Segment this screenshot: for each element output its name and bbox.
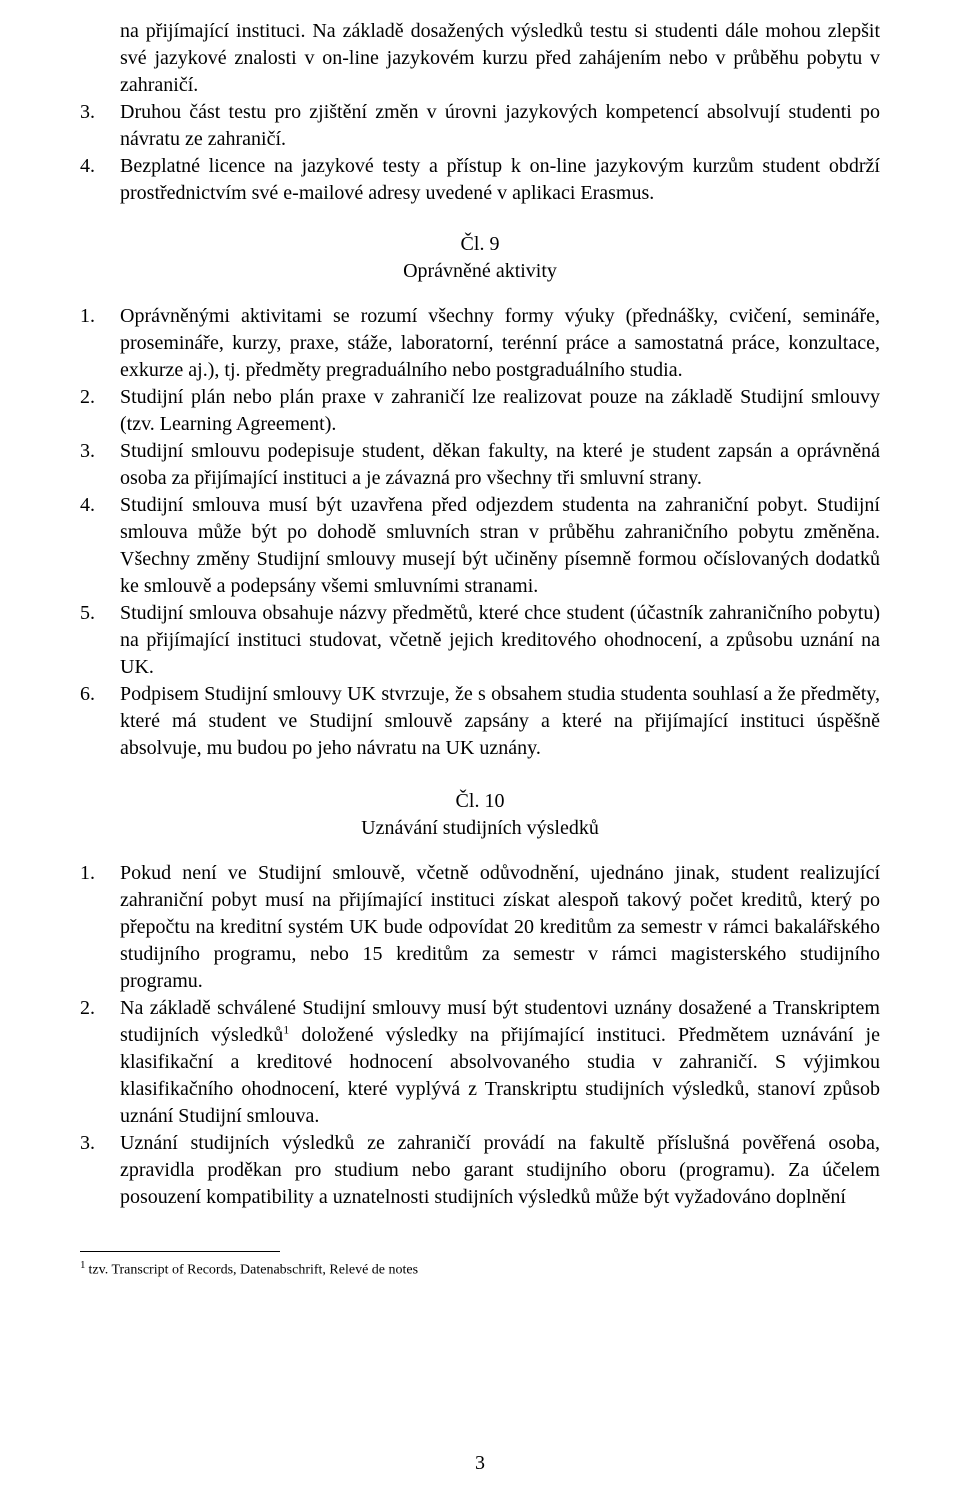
article-9-list: Oprávněnými aktivitami se rozumí všechny…: [80, 303, 880, 762]
item-text: Studijní smlouvu podepisuje student, děk…: [120, 440, 880, 489]
item-text: Studijní smlouva musí být uzavřena před …: [120, 494, 880, 597]
item-text: Oprávněnými aktivitami se rozumí všechny…: [120, 305, 880, 381]
list-item: Studijní smlouvu podepisuje student, děk…: [80, 438, 880, 492]
item-text: Studijní plán nebo plán praxe v zahranič…: [120, 386, 880, 435]
footnote-separator: [80, 1251, 280, 1252]
item-text: Studijní smlouva obsahuje názvy předmětů…: [120, 602, 880, 678]
footnote-marker: 1: [80, 1259, 86, 1271]
list-item: Studijní plán nebo plán praxe v zahranič…: [80, 384, 880, 438]
item-text: Podpisem Studijní smlouvy UK stvrzuje, ž…: [120, 683, 880, 759]
list-item: na přijímající instituci. Na základě dos…: [80, 18, 880, 99]
footnote-text: tzv. Transcript of Records, Datenabschri…: [89, 1263, 419, 1278]
page-number: 3: [0, 1450, 960, 1477]
item-text: Pokud není ve Studijní smlouvě, včetně o…: [120, 862, 880, 992]
prev-article-continuation: na přijímající instituci. Na základě dos…: [80, 18, 880, 207]
list-item: Bezplatné licence na jazykové testy a př…: [80, 153, 880, 207]
item-text: Bezplatné licence na jazykové testy a př…: [120, 155, 880, 204]
footnote-1: 1tzv. Transcript of Records, Datenabschr…: [80, 1258, 880, 1280]
article-title: Uznávání studijních výsledků: [80, 815, 880, 842]
article-number: Čl. 9: [80, 231, 880, 258]
article-title: Oprávněné aktivity: [80, 258, 880, 285]
article-10-list: Pokud není ve Studijní smlouvě, včetně o…: [80, 860, 880, 1211]
item-text: Druhou část testu pro zjištění změn v úr…: [120, 101, 880, 150]
list-item: Uznání studijních výsledků ze zahraničí …: [80, 1130, 880, 1211]
list-item: Oprávněnými aktivitami se rozumí všechny…: [80, 303, 880, 384]
article-9-heading: Čl. 9 Oprávněné aktivity: [80, 231, 880, 285]
list-item: Na základě schválené Studijní smlouvy mu…: [80, 995, 880, 1130]
list-item: Studijní smlouva obsahuje názvy předmětů…: [80, 600, 880, 681]
list-item: Pokud není ve Studijní smlouvě, včetně o…: [80, 860, 880, 995]
item-text: na přijímající instituci. Na základě dos…: [120, 20, 880, 96]
article-number: Čl. 10: [80, 788, 880, 815]
list-item: Podpisem Studijní smlouvy UK stvrzuje, ž…: [80, 681, 880, 762]
list-item: Druhou část testu pro zjištění změn v úr…: [80, 99, 880, 153]
list-item: Studijní smlouva musí být uzavřena před …: [80, 492, 880, 600]
item-text: Uznání studijních výsledků ze zahraničí …: [120, 1132, 880, 1208]
article-10-heading: Čl. 10 Uznávání studijních výsledků: [80, 788, 880, 842]
